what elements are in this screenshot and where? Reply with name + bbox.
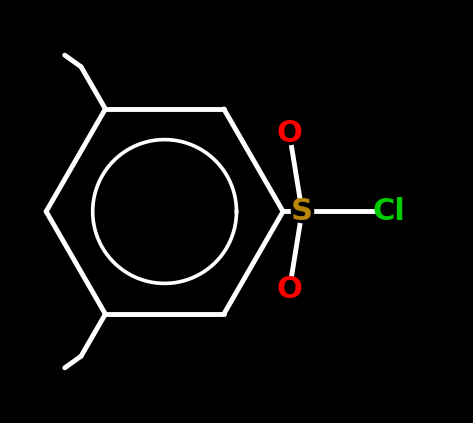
Text: Cl: Cl [372, 197, 405, 226]
Text: S: S [291, 197, 313, 226]
Text: O: O [276, 275, 302, 304]
Text: O: O [276, 119, 302, 148]
